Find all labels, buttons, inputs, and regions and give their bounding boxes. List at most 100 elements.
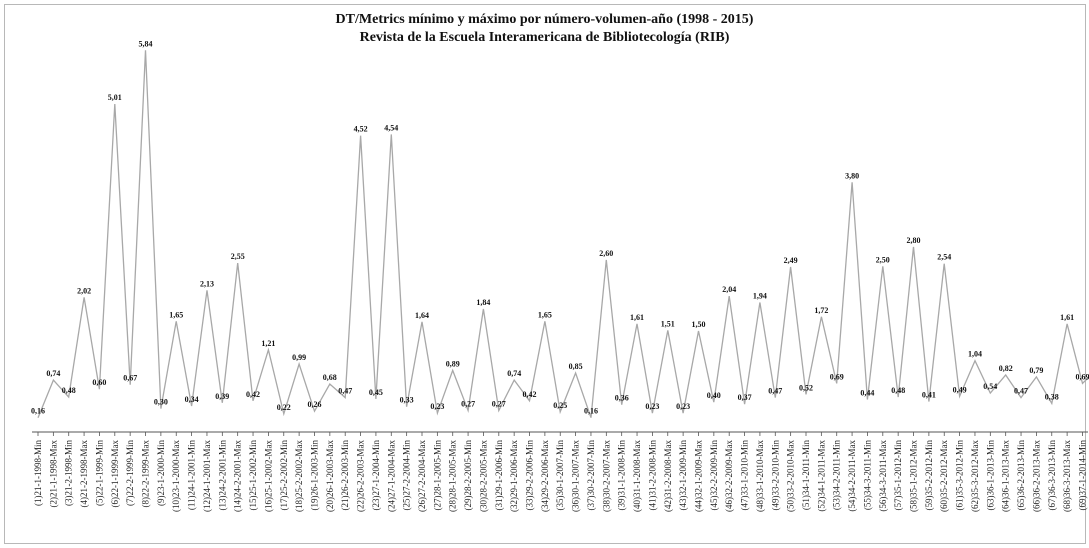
x-tick-label: (38)30-2-2007-Max [601, 440, 611, 512]
data-label: 0,27 [492, 400, 506, 409]
data-label: 0,69 [830, 372, 844, 381]
x-tick-label: (27)28-1-2005-Min [432, 440, 442, 511]
x-tick-label: (5)22-1-1999-Min [94, 440, 104, 506]
x-tick-label: (53)34-2-2011-Min [832, 440, 842, 511]
chart-subtitle: Revista de la Escuela Interamericana de … [359, 30, 730, 45]
x-tick-label: (15)25-1-2002-Min [248, 440, 258, 511]
data-label: 0,60 [92, 378, 106, 387]
data-label: 0,47 [768, 387, 782, 396]
x-tick-label: (40)31-1-2008-Max [632, 440, 642, 512]
x-tick-label: (4)21-2-1998-Max [79, 440, 89, 508]
x-tick-label: (13)24-2-2001-Min [217, 440, 227, 511]
x-tick-label: (20)26-1-2003-Max [325, 440, 335, 512]
data-label: 0,26 [308, 400, 322, 409]
data-label: 0,47 [1014, 387, 1028, 396]
data-label: 0,99 [292, 353, 306, 362]
x-tick-label: (67)36-3-2013-Min [1047, 440, 1057, 511]
x-tick-label: (30)28-2-2005-Max [478, 440, 488, 512]
data-label: 0,25 [553, 401, 567, 410]
x-tick-label: (52)34-1-2011-Max [816, 440, 826, 512]
chart-title: DT/Metrics mínimo y máximo por número-vo… [335, 12, 754, 27]
x-tick-label: (60)35-2-2012-Max [939, 440, 949, 512]
data-label: 1,65 [538, 310, 552, 319]
data-label: 2,02 [77, 286, 91, 295]
x-tick-label: (62)35-3-2012-Max [970, 440, 980, 512]
x-tick-label: (9)23-1-2000-Min [156, 440, 166, 506]
data-label: 0,37 [738, 393, 752, 402]
data-label: 0,34 [185, 395, 199, 404]
x-tick-label: (63)36-1-2013-Min [985, 440, 995, 511]
x-tick-label: (3)21-2-1998-Min [64, 440, 74, 506]
data-label: 1,51 [661, 319, 675, 328]
x-tick-label: (57)35-1-2012-Min [893, 440, 903, 511]
data-label: 0,40 [707, 391, 721, 400]
x-tick-label: (34)29-2-2006-Max [540, 440, 550, 512]
x-tick-label: (16)25-1-2002-Max [263, 440, 273, 512]
x-tick-label: (14)24-2-2001-Max [233, 440, 243, 512]
data-label: 0,49 [953, 385, 967, 394]
data-label: 1,84 [476, 298, 490, 307]
x-tick-label: (48)33-1-2010-Max [755, 440, 765, 512]
data-label: 1,04 [968, 350, 982, 359]
data-label: 0,39 [215, 392, 229, 401]
x-tick-label: (10)23-1-2000-Max [171, 440, 181, 512]
data-label: 0,54 [983, 382, 997, 391]
x-tick-label: (49)33-2-2010-Min [770, 440, 780, 511]
data-label: 0,48 [891, 386, 905, 395]
data-label: 5,84 [139, 39, 153, 48]
x-tick-label: (1)21-1-1998-Min [33, 440, 43, 506]
x-tick-label: (59)35-2-2012-Min [924, 440, 934, 511]
x-tick-label: (64)36-1-2013-Max [1001, 440, 1011, 512]
data-label: 1,72 [814, 306, 828, 315]
x-tick-label: (58)35-1-2012-Max [909, 440, 919, 512]
x-tick-label: (37)30-2-2007-Min [586, 440, 596, 511]
data-label: 5,01 [108, 93, 122, 102]
chart-title-block: DT/Metrics mínimo y máximo por número-vo… [0, 11, 1089, 47]
data-label: 2,13 [200, 279, 214, 288]
data-label: 1,61 [630, 313, 644, 322]
x-tick-label: (29)28-2-2005-Min [463, 440, 473, 511]
data-label: 0,82 [999, 364, 1013, 373]
data-label: 0,41 [922, 391, 936, 400]
data-label: 0,79 [1029, 366, 1043, 375]
data-label: 1,50 [692, 320, 706, 329]
data-label: 0,44 [860, 389, 874, 398]
x-tick-label: (69)37-1-2014-Min [1077, 440, 1087, 511]
x-tick-label: (42)31-2-2008-Max [663, 440, 673, 512]
x-tick-label: (23)27-1-2004-Min [371, 440, 381, 511]
data-label: 0,30 [154, 398, 168, 407]
x-tick-label: (39)31-1-2008-Min [617, 440, 627, 511]
x-tick-label: (25)27-2-2004-Min [402, 440, 412, 511]
data-label: 0,68 [323, 373, 337, 382]
data-label: 0,27 [461, 400, 475, 409]
data-label: 4,54 [384, 123, 398, 132]
x-tick-label: (45)32-2-2009-Min [709, 440, 719, 511]
chart-frame [4, 4, 1086, 544]
data-label: 2,50 [876, 255, 890, 264]
data-label: 0,74 [46, 369, 60, 378]
data-label: 2,55 [231, 252, 245, 261]
data-label: 0,23 [430, 402, 444, 411]
x-tick-label: (31)29-1-2006-Min [494, 440, 504, 511]
x-tick-label: (68)36-3-2013-Max [1062, 440, 1072, 512]
x-tick-label: (8)22-2-1999-Max [141, 440, 151, 508]
data-label: 0,23 [645, 402, 659, 411]
series-line [37, 50, 1089, 418]
x-tick-label: (50)33-2-2010-Max [786, 440, 796, 512]
x-tick-label: (28)28-1-2005-Max [448, 440, 458, 512]
data-label: 2,80 [907, 236, 921, 245]
data-label: 2,49 [784, 256, 798, 265]
data-label: 2,60 [599, 249, 613, 258]
data-label: 1,21 [261, 339, 275, 348]
x-tick-label: (33)29-2-2006-Min [525, 440, 535, 511]
x-tick-label: (11)24-1-2001-Min [187, 440, 197, 511]
x-tick-label: (66)36-2-2013-Max [1031, 440, 1041, 512]
x-tick-label: (19)26-1-2003-Min [309, 440, 319, 511]
x-tick-label: (43)32-1-2009-Min [678, 440, 688, 511]
x-tick-label: (61)35-3-2012-Min [955, 440, 965, 511]
x-tick-label: (55)34-3-2011-Min [862, 440, 872, 511]
x-tick-label: (35)30-1-2007-Min [555, 440, 565, 511]
x-tick-label: (26)27-2-2004-Max [417, 440, 427, 512]
data-label: 0,42 [523, 390, 537, 399]
data-label: 0,16 [584, 407, 598, 416]
